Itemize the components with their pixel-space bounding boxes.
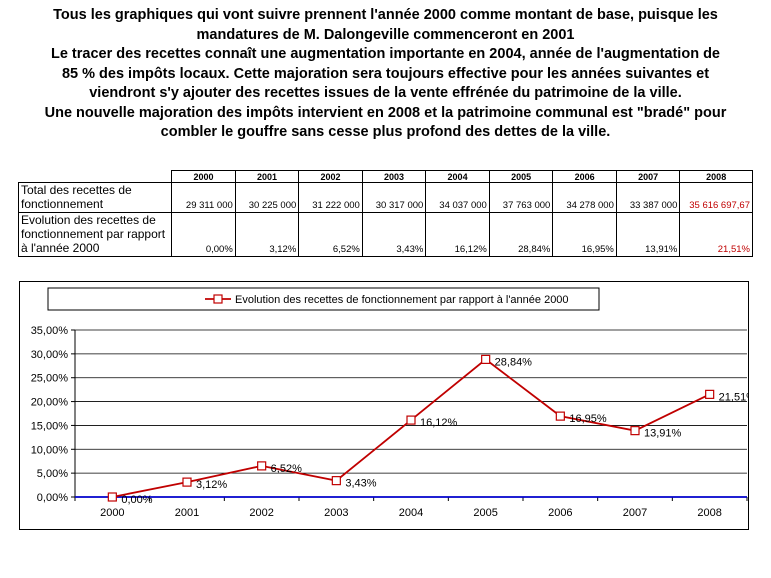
y-tick-label: 30,00% — [31, 349, 69, 361]
year-header: 2003 — [361, 170, 427, 183]
table-header-row: 2000 2001 2002 2003 2004 2005 2006 2007 … — [18, 170, 753, 183]
table-cell: 33 387 000 — [615, 182, 681, 213]
year-header: 2002 — [298, 170, 363, 183]
year-header: 2004 — [425, 170, 490, 183]
year-header: 2006 — [552, 170, 617, 183]
heading-line: Tous les graphiques qui vont suivre pren… — [53, 7, 718, 23]
data-point — [705, 389, 715, 399]
data-point — [331, 476, 341, 486]
y-tick-label: 20,00% — [31, 397, 69, 409]
legend-box — [47, 287, 600, 311]
y-tick-label: 0,00% — [37, 492, 68, 504]
legend-marker — [213, 294, 223, 304]
revenue-table: 2000 2001 2002 2003 2004 2005 2006 2007 … — [17, 170, 753, 257]
year-header: 2008 — [679, 170, 753, 183]
data-label: 6,52% — [271, 463, 302, 475]
heading-line: Une nouvelle majoration des impôts inter… — [44, 104, 727, 121]
data-label: 13,91% — [644, 428, 682, 440]
chart-frame: 0,00% 5,00% 10,00% 15,00% 20,00% 25,00% 30,00%… — [19, 281, 749, 530]
x-tick-label: 2008 — [697, 507, 721, 519]
y-tick-label: 15,00% — [31, 420, 69, 432]
table-cell: 37 763 000 — [488, 182, 554, 213]
data-point — [406, 415, 416, 425]
y-tick-label: 35,00% — [31, 325, 69, 337]
x-tick-label: 2005 — [473, 507, 497, 519]
line-chart: 0,00% 5,00% 10,00% 15,00% 20,00% 25,00% 30,00%… — [31, 287, 748, 519]
year-header: 2001 — [234, 170, 300, 183]
series-line — [112, 358, 711, 498]
x-tick-label: 2007 — [623, 507, 647, 519]
heading-line: Le tracer des recettes connaît une augme… — [50, 46, 720, 62]
data-point — [182, 477, 192, 487]
row-label-evolution: Evolution des recettes de fonctionnement… — [17, 212, 173, 257]
year-header: 2007 — [615, 170, 681, 183]
data-point — [481, 354, 491, 364]
table-cell-highlight: 35 616 697,67 — [679, 182, 753, 213]
data-point — [107, 492, 117, 502]
table-cell: 16,12% — [425, 212, 490, 257]
table-cell-highlight: 21,51% — [679, 212, 753, 257]
table-cell: 29 311 000 — [171, 182, 236, 213]
heading-line: 85 % des impôts locaux. Cette majoration… — [61, 65, 710, 82]
table-cell: 0,00% — [171, 212, 236, 257]
table-row: Total des recettes de fonctionnement 29 … — [17, 182, 753, 213]
table-cell: 34 278 000 — [552, 182, 617, 213]
y-tick-label: 10,00% — [31, 444, 69, 456]
heading-line: combler le gouffre sans cesse plus profo… — [160, 124, 611, 140]
x-tick-label: 2004 — [399, 507, 423, 519]
y-tick-label: 25,00% — [31, 373, 69, 385]
data-label: 16,12% — [420, 417, 458, 429]
data-point — [630, 426, 640, 436]
table-row: Evolution des recettes de fonctionnement… — [17, 212, 753, 257]
legend-label: Evolution des recettes de fonctionnement… — [235, 294, 569, 306]
data-label: 0,00% — [121, 494, 152, 506]
row-label-total: Total des recettes de fonctionnement — [17, 182, 173, 213]
table-cell: 34 037 000 — [425, 182, 490, 213]
data-label: 28,84% — [495, 356, 533, 368]
x-tick-label: 2000 — [100, 507, 124, 519]
y-tick-label: 5,00% — [37, 468, 68, 480]
x-tick-label: 2006 — [548, 507, 572, 519]
heading-line: mandatures de M. Dalongeville commencero… — [196, 26, 575, 43]
data-label: 3,12% — [196, 479, 227, 491]
table-cell: 30 317 000 — [361, 182, 427, 213]
heading-line: viendront s'y ajouter des recettes issue… — [89, 85, 682, 101]
table-cell: 28,84% — [488, 212, 554, 257]
x-tick-label: 2003 — [324, 507, 348, 519]
table-cell: 30 225 000 — [234, 182, 300, 213]
data-label: 3,43% — [345, 478, 376, 490]
x-tick-label: 2002 — [249, 507, 273, 519]
page-heading: Tous les graphiques qui vont suivre pren… — [0, 6, 771, 143]
data-label: 21,51% — [719, 391, 748, 403]
table-cell: 31 222 000 — [298, 182, 363, 213]
x-tick-label: 2001 — [175, 507, 199, 519]
table-cell: 3,12% — [234, 212, 300, 257]
table-cell: 16,95% — [552, 212, 617, 257]
data-label: 16,95% — [569, 413, 607, 425]
table-cell: 6,52% — [298, 212, 363, 257]
table-cell: 13,91% — [615, 212, 681, 257]
data-point — [257, 461, 267, 471]
table-corner — [18, 170, 173, 183]
year-header: 2000 — [171, 170, 236, 183]
table-cell: 3,43% — [361, 212, 427, 257]
year-header: 2005 — [488, 170, 554, 183]
data-point — [555, 411, 565, 421]
